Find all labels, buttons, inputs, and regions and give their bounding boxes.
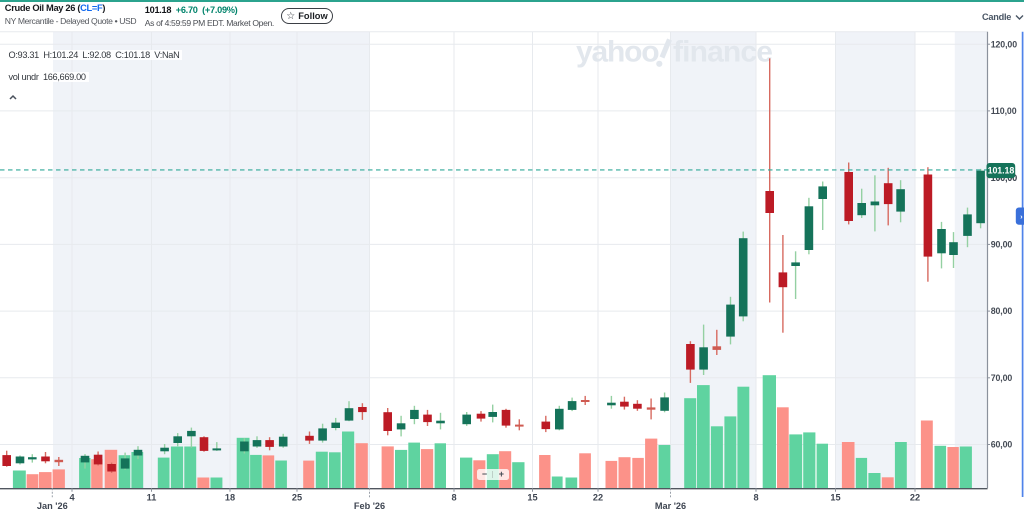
svg-text:25: 25 xyxy=(292,493,302,503)
svg-text:15: 15 xyxy=(527,493,537,503)
svg-text:70,00: 70,00 xyxy=(991,373,1013,383)
svg-text:90,00: 90,00 xyxy=(991,240,1013,250)
svg-text:60,00: 60,00 xyxy=(991,440,1013,450)
svg-text:Feb '26: Feb '26 xyxy=(354,501,385,511)
svg-text:101.18: 101.18 xyxy=(988,166,1015,176)
svg-text:120,00: 120,00 xyxy=(991,39,1018,49)
svg-text:22: 22 xyxy=(910,493,920,503)
svg-text:Mar '26: Mar '26 xyxy=(655,501,686,511)
svg-text:22: 22 xyxy=(593,493,603,503)
svg-text:80,00: 80,00 xyxy=(991,306,1013,316)
svg-text:110,00: 110,00 xyxy=(991,106,1017,116)
svg-text:Jan '26: Jan '26 xyxy=(37,501,68,511)
svg-text:yahoo: yahoo xyxy=(576,36,659,69)
svg-text:8: 8 xyxy=(451,493,456,503)
svg-text:15: 15 xyxy=(830,493,840,503)
svg-text:8: 8 xyxy=(753,493,758,503)
svg-text:finance: finance xyxy=(673,36,772,69)
svg-text:›: › xyxy=(1020,212,1023,221)
svg-text:11: 11 xyxy=(147,493,157,503)
svg-text:18: 18 xyxy=(225,493,235,503)
svg-text:4: 4 xyxy=(69,493,75,503)
